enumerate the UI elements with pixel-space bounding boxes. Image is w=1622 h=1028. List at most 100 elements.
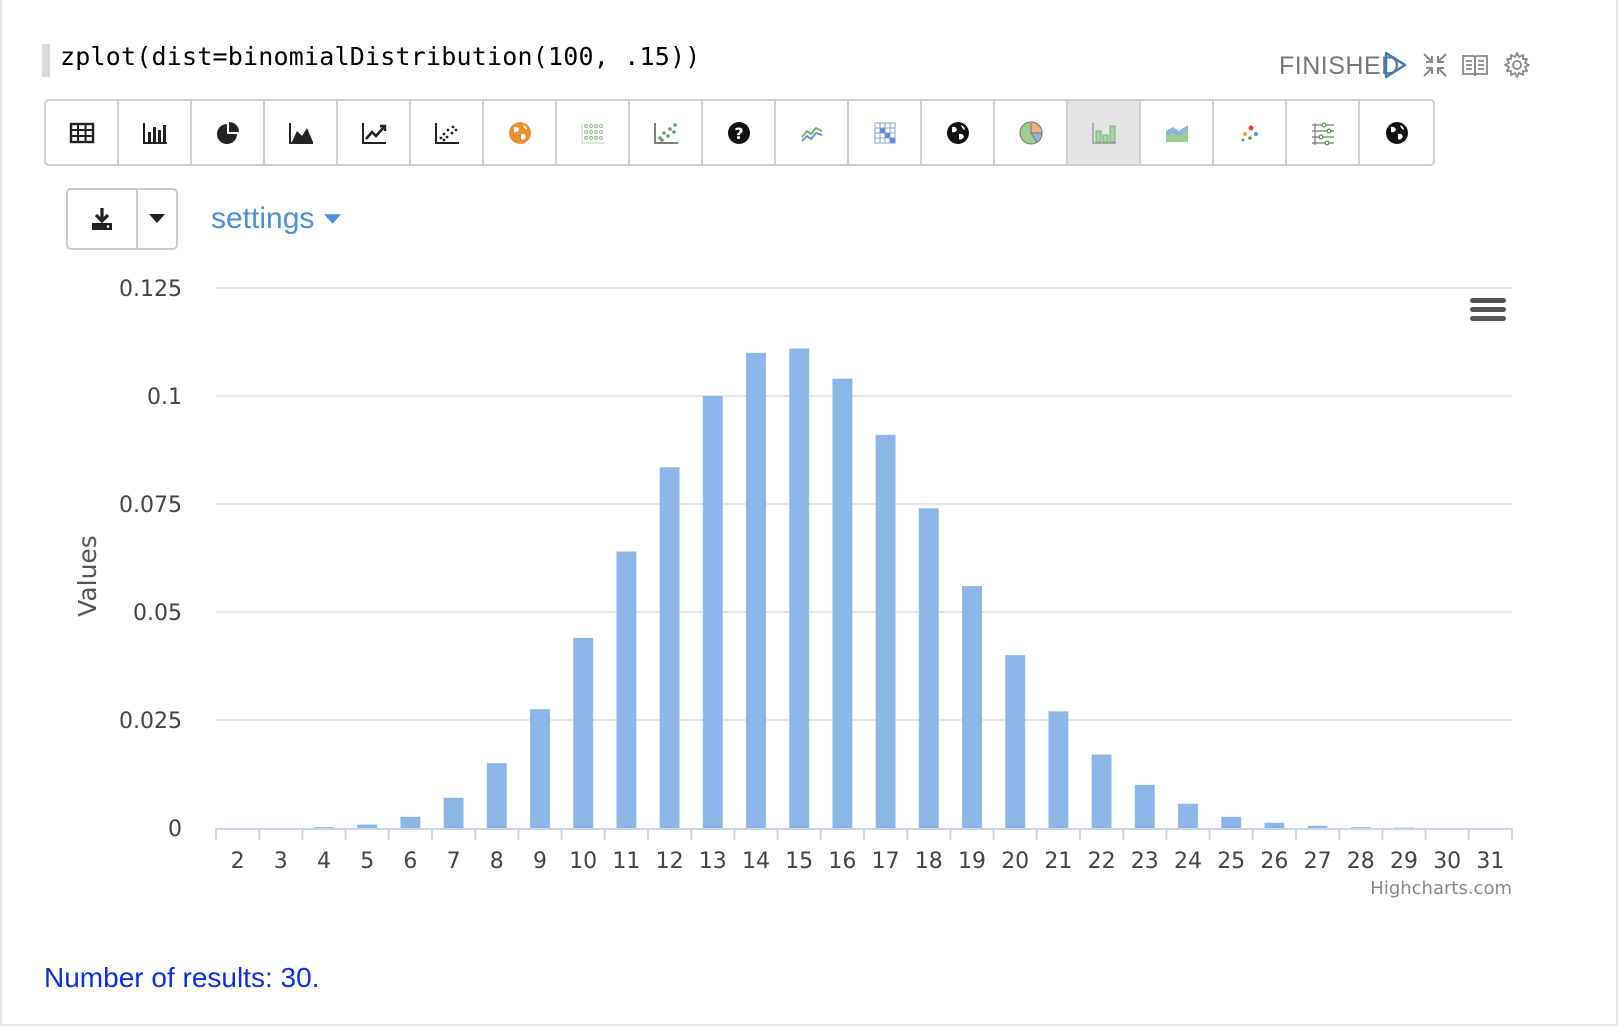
bar xyxy=(573,637,594,828)
x-tick-label: 2 xyxy=(231,849,245,874)
pie-chart-icon xyxy=(216,121,239,144)
scatter-chart-icon xyxy=(434,122,459,144)
x-tick-label: 21 xyxy=(1044,849,1072,874)
parallel-icon xyxy=(1311,121,1334,146)
x-tick-label: 15 xyxy=(785,849,813,874)
x-tick-label: 7 xyxy=(447,849,461,874)
x-tick-label: 5 xyxy=(360,849,374,874)
y-tick-label: 0.125 xyxy=(119,277,182,302)
chart-menu-icon-bar xyxy=(1470,307,1506,312)
scatter-chart-button[interactable] xyxy=(411,101,484,164)
bar-chart-button[interactable] xyxy=(119,101,192,164)
line-multi-icon xyxy=(800,126,822,142)
caret-down-icon xyxy=(324,213,342,224)
line-multi-button[interactable] xyxy=(776,101,849,164)
line-chart-button[interactable] xyxy=(338,101,411,164)
x-tick-label: 13 xyxy=(699,849,727,874)
bar xyxy=(357,824,378,828)
y-tick-label: 0.075 xyxy=(119,493,182,518)
y-tick-label: 0.05 xyxy=(133,601,182,626)
bar-green-button[interactable] xyxy=(1068,101,1141,164)
parallel-button[interactable] xyxy=(1287,101,1360,164)
bar xyxy=(1307,825,1328,828)
bar xyxy=(400,816,421,828)
dot-grid-button[interactable] xyxy=(557,101,630,164)
bar xyxy=(1221,816,1242,828)
pie-chart-button[interactable] xyxy=(192,101,265,164)
line-chart-icon xyxy=(361,122,386,144)
results-count: Number of results: 30. xyxy=(44,962,320,993)
bar xyxy=(832,378,853,828)
bar-green-icon xyxy=(1091,122,1116,144)
y-tick-label: 0 xyxy=(168,817,182,842)
help-button[interactable]: ? xyxy=(703,101,776,164)
chart-menu-icon-bar xyxy=(1470,298,1506,303)
settings-toggle[interactable]: settings xyxy=(211,202,342,236)
area-color-button[interactable] xyxy=(1141,101,1214,164)
run-icon[interactable] xyxy=(1380,50,1410,80)
x-tick-label: 11 xyxy=(612,849,640,874)
bar xyxy=(314,827,334,828)
x-tick-label: 27 xyxy=(1304,849,1332,874)
status-label: FINISHED xyxy=(1279,52,1400,80)
y-tick-label: 0.1 xyxy=(147,385,182,410)
bar xyxy=(1264,822,1285,828)
globe-orange-button[interactable] xyxy=(484,101,557,164)
table-button[interactable] xyxy=(46,101,119,164)
download-button-group xyxy=(66,188,178,250)
bar xyxy=(659,467,680,828)
x-tick-label: 24 xyxy=(1174,849,1202,874)
x-tick-label: 28 xyxy=(1347,849,1375,874)
table-icon xyxy=(69,122,94,143)
pie-color-button[interactable] xyxy=(995,101,1068,164)
bar xyxy=(616,551,637,828)
bar xyxy=(1178,803,1198,828)
x-tick-label: 9 xyxy=(533,849,547,874)
bar xyxy=(789,348,810,828)
bar xyxy=(443,797,464,828)
chart-menu-button[interactable] xyxy=(1462,290,1514,328)
svg-text:?: ? xyxy=(734,124,743,143)
bar xyxy=(1048,711,1069,828)
bar xyxy=(1134,784,1155,828)
x-tick-label: 18 xyxy=(915,849,943,874)
bubble-button[interactable] xyxy=(1214,101,1287,164)
x-tick-label: 20 xyxy=(1001,849,1029,874)
x-tick-label: 23 xyxy=(1131,849,1159,874)
x-tick-label: 25 xyxy=(1217,849,1245,874)
x-tick-label: 22 xyxy=(1088,849,1116,874)
globe-dark-button[interactable] xyxy=(922,101,995,164)
globe-black-button[interactable] xyxy=(1360,101,1433,164)
download-dropdown-button[interactable] xyxy=(138,190,176,248)
book-icon[interactable] xyxy=(1460,50,1490,80)
y-tick-label: 0.025 xyxy=(119,709,182,734)
x-tick-label: 30 xyxy=(1433,849,1461,874)
collapse-icon[interactable] xyxy=(1420,50,1450,80)
area-chart-button[interactable] xyxy=(265,101,338,164)
bar xyxy=(918,508,939,828)
code-editor[interactable]: zplot(dist=binomialDistribution(100, .15… xyxy=(60,42,701,71)
download-button[interactable] xyxy=(68,190,138,248)
visualization-toolbar: ? xyxy=(44,99,1435,166)
x-tick-label: 26 xyxy=(1260,849,1288,874)
x-tick-label: 17 xyxy=(872,849,900,874)
help-icon: ? xyxy=(727,121,750,144)
bar-chart-icon xyxy=(142,122,167,144)
y-axis-title: Values xyxy=(73,535,102,617)
x-tick-label: 12 xyxy=(656,849,684,874)
download-icon xyxy=(92,208,112,230)
bar xyxy=(1091,754,1112,828)
bar xyxy=(702,396,723,828)
x-tick-label: 16 xyxy=(828,849,856,874)
heatmap-button[interactable] xyxy=(849,101,922,164)
x-tick-label: 8 xyxy=(490,849,504,874)
bar xyxy=(486,763,507,828)
chart-container: 0 0.025 0.05 0.075 0.1 0.125 Values 2 3 4 5 6 7 8 9 10 1… xyxy=(62,270,1572,940)
gear-icon[interactable] xyxy=(1502,50,1532,80)
scatter-green-button[interactable] xyxy=(630,101,703,164)
x-tick-label: 19 xyxy=(958,849,986,874)
x-tick-label: 6 xyxy=(403,849,417,874)
caret-down-icon xyxy=(149,214,165,223)
scatter-green-icon xyxy=(653,122,678,144)
